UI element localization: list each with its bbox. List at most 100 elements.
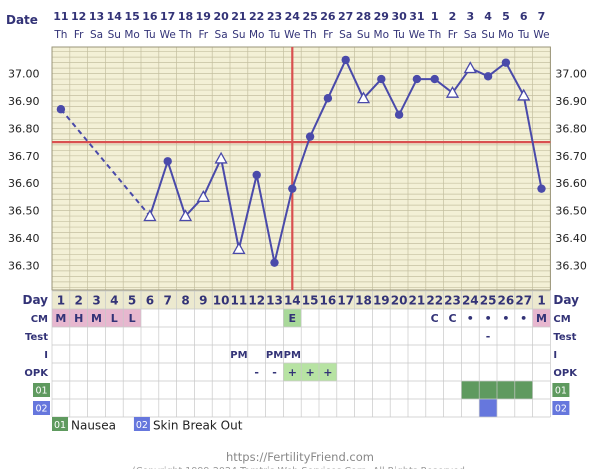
weekday-label: Su	[357, 29, 370, 41]
symptom-nausea-cell	[461, 381, 480, 399]
legend-name: Nausea	[71, 419, 116, 433]
symptom-badge-left-text: 02	[35, 404, 47, 415]
symptom-badge-right-text: 01	[555, 386, 567, 397]
opk-value: -	[272, 366, 277, 379]
weekday-label: Su	[481, 29, 494, 41]
row-label-left: Test	[25, 332, 48, 343]
cycle-day: 12	[248, 294, 265, 308]
temperature-point	[56, 105, 66, 114]
symptom-badge-right-text: 02	[555, 404, 567, 415]
cm-value: M	[536, 312, 547, 325]
date-number: 21	[231, 10, 246, 23]
y-tick-label-left: 36.50	[8, 205, 40, 218]
y-tick-label-right: 36.80	[555, 122, 587, 135]
weekday-label: Fr	[74, 29, 84, 41]
row-label-right: CM	[553, 314, 570, 325]
weekday-label: We	[409, 29, 425, 41]
temperature-point	[163, 157, 172, 166]
weekday-label: Fr	[323, 29, 333, 41]
symptom-nausea-cell	[514, 381, 533, 399]
temperature-point	[501, 58, 511, 67]
cycle-day: 23	[444, 294, 461, 308]
row-label-left: OPK	[24, 368, 49, 379]
cm-value: M	[55, 312, 66, 325]
temperature-point-open	[356, 91, 371, 104]
y-tick-label-right: 36.70	[555, 150, 587, 163]
cm-cell	[532, 309, 551, 327]
plot-border	[51, 46, 551, 291]
y-tick-label-right: 36.50	[555, 205, 587, 218]
date-number: 23	[267, 10, 282, 23]
temperature-point	[305, 132, 315, 141]
symptom-skin-cell	[479, 399, 497, 417]
date-number: 6	[520, 10, 528, 23]
intercourse-value: PM	[230, 350, 247, 361]
row-label-right: I	[553, 350, 557, 361]
temperature-point-open	[232, 242, 246, 255]
date-number: 28	[356, 10, 371, 23]
cycle-day: 22	[426, 294, 443, 308]
weekday-label: Sa	[90, 29, 103, 41]
opk-positive-cell	[283, 363, 302, 381]
y-tick-label-left: 36.80	[8, 122, 40, 135]
legend-swatch-01	[52, 417, 68, 431]
date-number: 12	[71, 10, 86, 23]
date-number: 5	[502, 10, 510, 23]
cycle-day: 6	[146, 294, 154, 308]
y-tick-label-right: 37.00	[555, 68, 587, 81]
cm-value: L	[129, 312, 136, 325]
date-number: 16	[142, 10, 158, 23]
weekday-label: Th	[303, 29, 317, 41]
cycle-day: 1	[537, 294, 545, 308]
weekday-label: Mo	[249, 29, 264, 41]
temperature-point	[412, 74, 422, 84]
date-number: 11	[53, 10, 68, 23]
date-number: 27	[338, 10, 353, 23]
cm-cell	[105, 309, 124, 327]
legend-name: Skin Break Out	[153, 419, 243, 433]
y-tick-label-right: 36.90	[555, 95, 587, 108]
date-number: 13	[89, 10, 104, 23]
date-number: 25	[302, 10, 317, 23]
row-label-left: CM	[31, 314, 48, 325]
cycle-day: 18	[355, 294, 372, 308]
weekday-label: Mo	[374, 29, 389, 41]
date-number: 2	[449, 10, 457, 23]
y-tick-label-left: 37.00	[8, 68, 40, 81]
weekday-label: Fr	[448, 29, 458, 41]
temperature-point-open	[178, 209, 193, 222]
symptom-badge-right	[552, 401, 570, 415]
date-row-label: Date	[6, 13, 38, 27]
opk-positive-cell	[301, 363, 319, 381]
cycle-day: 14	[284, 294, 301, 308]
weekday-label: Sa	[339, 29, 352, 41]
temperature-point-open	[214, 151, 228, 164]
symptom-badge-left	[33, 383, 50, 397]
cm-cell	[87, 309, 106, 327]
cm-value: •	[502, 312, 509, 325]
weekday-label: Th	[427, 29, 441, 41]
cm-value: •	[485, 312, 492, 325]
symptom-nausea-cell	[479, 381, 497, 399]
cycle-day: 27	[515, 294, 532, 308]
cm-value: H	[74, 312, 83, 325]
temperature-point	[270, 258, 279, 267]
cycle-day: 5	[128, 294, 136, 308]
legend-code: 01	[54, 420, 66, 431]
date-number: 18	[178, 10, 193, 23]
date-number: 7	[538, 10, 546, 23]
cm-value: M	[91, 312, 102, 325]
opk-value: -	[254, 366, 259, 379]
cm-value: •	[467, 312, 474, 325]
weekday-label: Th	[53, 29, 67, 41]
temperature-point	[288, 184, 297, 193]
symptom-badge-left	[33, 401, 50, 415]
weekday-label: Su	[108, 29, 121, 41]
cycle-day: 16	[320, 294, 337, 308]
cm-value: •	[520, 312, 527, 325]
legend-code: 02	[136, 420, 148, 431]
date-number: 24	[285, 10, 301, 23]
temperature-point-open	[517, 88, 531, 101]
cycle-day: 11	[231, 294, 248, 308]
